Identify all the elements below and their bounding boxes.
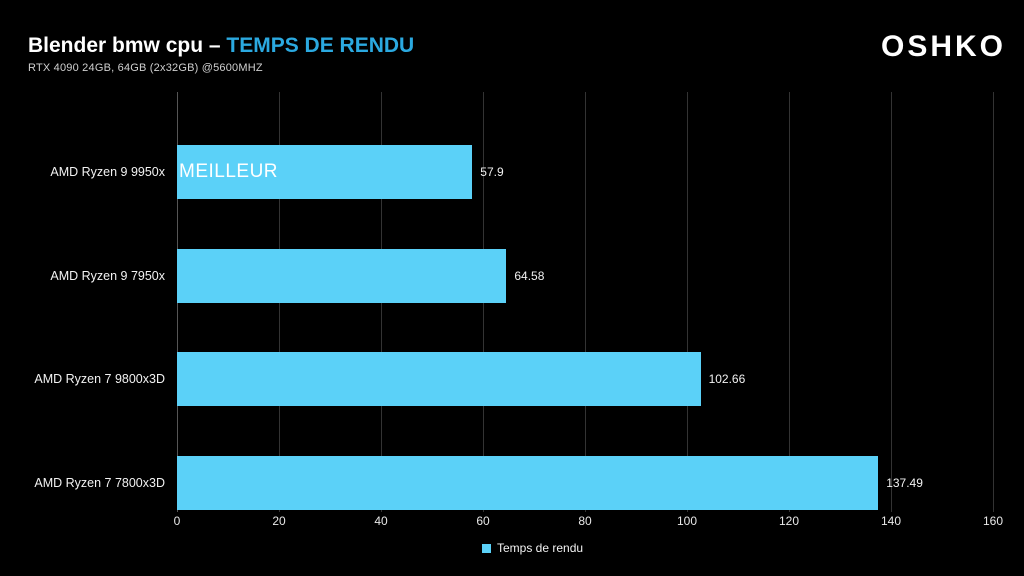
category-label: AMD Ryzen 7 9800x3D xyxy=(34,372,165,387)
bar xyxy=(177,352,701,407)
chart-title: Blender bmw cpu – TEMPS DE RENDU xyxy=(28,34,414,58)
gridline xyxy=(993,92,994,512)
x-axis-tick-label: 160 xyxy=(982,514,1004,528)
bar: MEILLEUR xyxy=(177,145,473,199)
bar-annotation: MEILLEUR xyxy=(179,161,279,182)
gridline xyxy=(789,92,790,512)
gridline xyxy=(687,92,688,512)
legend-label: Temps de rendu xyxy=(497,541,584,555)
category-label: AMD Ryzen 9 7950x xyxy=(50,268,165,283)
chart-title-accent: TEMPS DE RENDU xyxy=(226,34,415,57)
chart-subtitle: RTX 4090 24GB, 64GB (2x32GB) @5600MHZ xyxy=(28,62,263,74)
bar xyxy=(177,248,507,303)
chart-title-main: Blender bmw cpu – xyxy=(28,34,227,57)
gridline xyxy=(891,92,892,512)
value-label: 137.49 xyxy=(886,476,923,491)
x-axis-tick-label: 120 xyxy=(778,514,800,528)
x-axis-tick-label: 20 xyxy=(272,514,286,528)
x-axis-tick-label: 100 xyxy=(676,514,698,528)
x-axis-tick-label: 140 xyxy=(880,514,902,528)
legend: Temps de rendu xyxy=(482,541,583,555)
category-label: AMD Ryzen 7 7800x3D xyxy=(34,476,165,491)
category-label: AMD Ryzen 9 9950x xyxy=(50,165,165,179)
gridline xyxy=(585,92,586,512)
x-axis-tick-label: 80 xyxy=(578,514,592,528)
x-axis-tick-label: 40 xyxy=(374,514,388,528)
legend-swatch-icon xyxy=(482,543,491,553)
bar xyxy=(177,456,879,511)
value-label: 57.9 xyxy=(480,165,504,179)
value-label: 102.66 xyxy=(708,372,746,387)
brand-logo: OSHKO xyxy=(880,30,1006,63)
x-axis-tick-label: 60 xyxy=(476,514,490,528)
value-label: 64.58 xyxy=(514,268,545,283)
x-axis-tick-label: 0 xyxy=(173,514,181,528)
